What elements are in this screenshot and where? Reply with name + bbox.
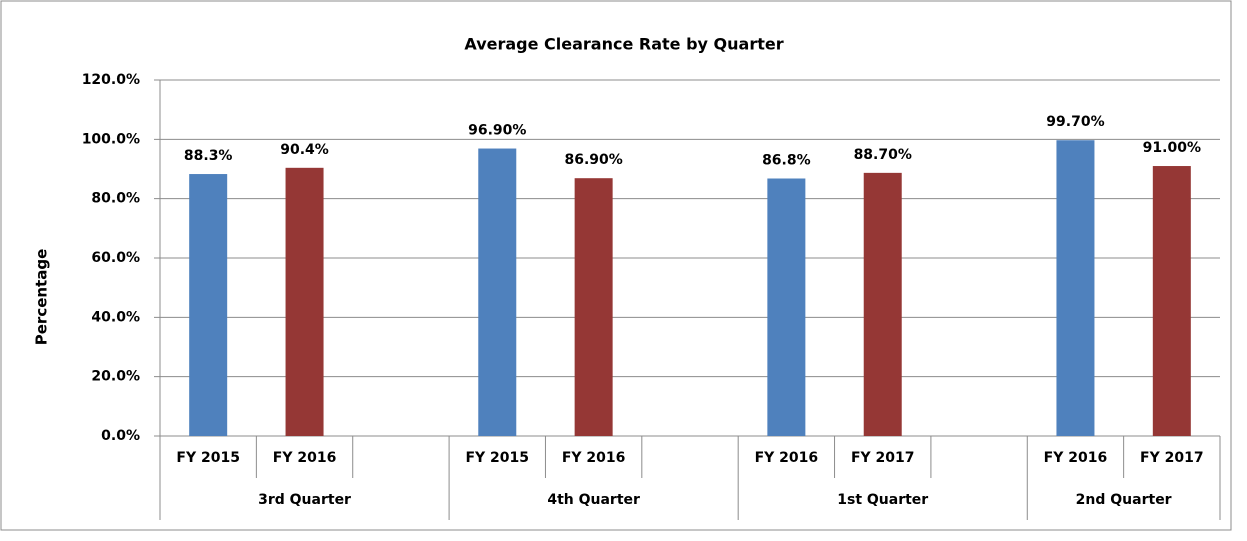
x-tick-label: FY 2016 xyxy=(562,450,626,466)
y-axis-label: Percentage xyxy=(33,249,51,346)
data-label: 96.90% xyxy=(468,123,526,139)
x-tick-label: FY 2016 xyxy=(1044,450,1108,466)
x-tick-label: FY 2017 xyxy=(1140,450,1204,466)
group-label: 1st Quarter xyxy=(837,492,928,508)
group-label: 4th Quarter xyxy=(547,492,640,508)
bar xyxy=(478,148,517,436)
y-tick-label: 120.0% xyxy=(82,72,140,88)
x-tick-label: FY 2015 xyxy=(465,450,529,466)
group-label: 3rd Quarter xyxy=(258,492,351,508)
y-tick-label: 40.0% xyxy=(91,309,140,325)
data-label: 88.70% xyxy=(854,147,912,163)
x-tick-label: FY 2017 xyxy=(851,450,915,466)
bar xyxy=(189,174,228,436)
chart-title: Average Clearance Rate by Quarter xyxy=(464,35,783,54)
y-tick-label: 0.0% xyxy=(101,428,140,444)
bar xyxy=(285,167,324,436)
y-tick-label: 60.0% xyxy=(91,250,140,266)
bar xyxy=(863,172,902,436)
group-label: 2nd Quarter xyxy=(1076,492,1172,508)
data-label: 99.70% xyxy=(1046,114,1104,130)
y-tick-label: 20.0% xyxy=(91,369,140,385)
data-label: 90.4% xyxy=(280,142,329,158)
bar xyxy=(1152,166,1191,437)
bar xyxy=(1056,140,1095,436)
y-tick-label: 100.0% xyxy=(82,131,140,147)
x-tick-label: FY 2016 xyxy=(273,450,337,466)
data-label: 91.00% xyxy=(1143,140,1201,156)
data-label: 88.3% xyxy=(184,148,233,164)
bar xyxy=(767,178,806,436)
data-label: 86.8% xyxy=(762,152,811,168)
bar xyxy=(574,178,613,437)
y-tick-label: 80.0% xyxy=(91,191,140,207)
x-tick-label: FY 2016 xyxy=(755,450,819,466)
data-label: 86.90% xyxy=(564,152,622,168)
x-tick-label: FY 2015 xyxy=(176,450,240,466)
